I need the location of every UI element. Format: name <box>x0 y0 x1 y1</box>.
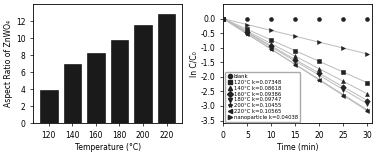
Point <box>244 33 250 35</box>
Point <box>340 93 346 96</box>
Point <box>340 47 346 49</box>
Legend: blank, 120°C k=0.07348, 140°C k=0.08618, 160°C k=0.09386, 180°C k=0.09747, 200°C: blank, 120°C k=0.07348, 140°C k=0.08618,… <box>225 72 300 122</box>
Point <box>365 93 371 95</box>
Y-axis label: Aspect Ratio of ZnWO₄: Aspect Ratio of ZnWO₄ <box>4 20 13 107</box>
Point <box>220 17 226 20</box>
Point <box>244 33 250 35</box>
Point <box>268 45 274 47</box>
Point <box>340 88 346 91</box>
Point <box>316 60 322 63</box>
Point <box>268 48 274 51</box>
Bar <box>158 14 175 123</box>
Point <box>365 53 371 55</box>
Point <box>244 23 250 26</box>
Y-axis label: ln C/C₀: ln C/C₀ <box>189 51 198 77</box>
Point <box>244 32 250 34</box>
Bar <box>40 90 58 123</box>
Point <box>293 49 299 52</box>
Point <box>244 31 250 34</box>
Point <box>268 43 274 45</box>
Point <box>293 58 299 61</box>
Point <box>316 17 322 20</box>
Point <box>365 99 371 102</box>
Point <box>220 17 226 20</box>
Point <box>316 68 322 70</box>
Point <box>365 109 371 111</box>
X-axis label: Temperature (°C): Temperature (°C) <box>75 143 141 152</box>
Point <box>268 17 274 20</box>
Point <box>220 17 226 20</box>
Bar <box>63 64 81 123</box>
Point <box>268 29 274 32</box>
Point <box>268 46 274 48</box>
Point <box>220 17 226 20</box>
Point <box>244 17 250 20</box>
Point <box>268 48 274 50</box>
Point <box>244 28 250 31</box>
Point <box>340 71 346 73</box>
Point <box>293 63 299 66</box>
Point <box>220 17 226 20</box>
Point <box>365 17 371 20</box>
Point <box>220 17 226 20</box>
Point <box>220 17 226 20</box>
Bar <box>110 40 128 123</box>
Point <box>316 79 322 81</box>
Point <box>293 55 299 58</box>
Point <box>316 72 322 75</box>
Point <box>293 60 299 63</box>
Point <box>316 74 322 77</box>
Point <box>365 82 371 84</box>
Point <box>293 35 299 38</box>
Point <box>340 17 346 20</box>
Point <box>316 78 322 81</box>
Point <box>316 41 322 44</box>
Point <box>340 86 346 88</box>
Bar <box>87 53 105 123</box>
Point <box>244 30 250 32</box>
Point <box>365 102 371 105</box>
Point <box>340 94 346 97</box>
Point <box>293 17 299 20</box>
Point <box>220 17 226 20</box>
Point <box>340 80 346 83</box>
Point <box>293 63 299 66</box>
Point <box>268 39 274 41</box>
Bar <box>134 25 152 123</box>
X-axis label: Time (min): Time (min) <box>277 143 319 152</box>
Point <box>365 110 371 112</box>
